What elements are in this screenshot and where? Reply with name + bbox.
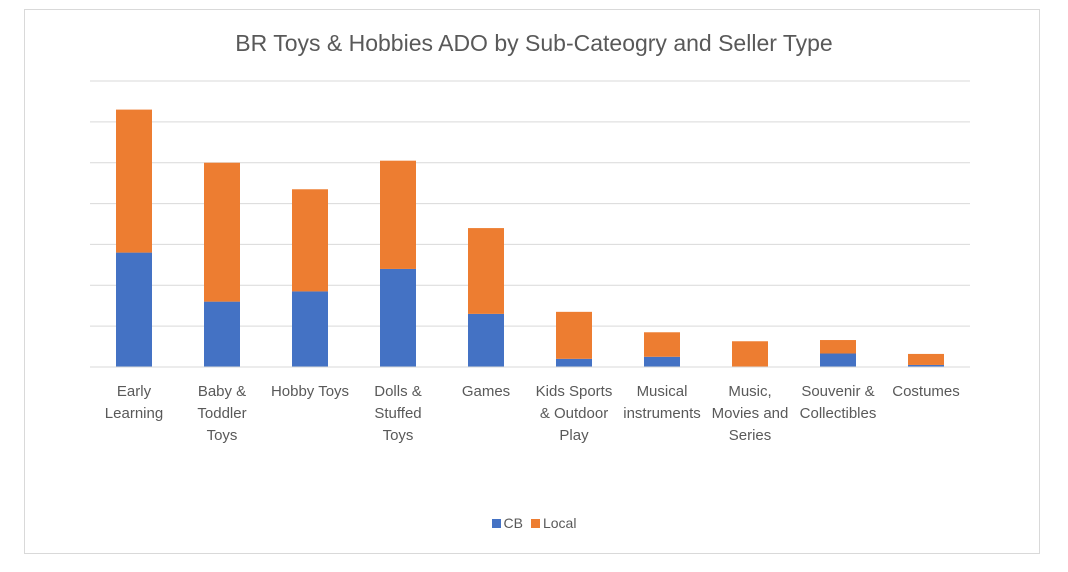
bar-local-7 <box>732 341 768 367</box>
x-tick-label: Kids Sports & Outdoor Play <box>535 383 613 444</box>
x-tick-label: Early Learning <box>104 383 164 422</box>
x-tick-label: Baby & Toddler Toys <box>197 383 247 444</box>
bar-cb-2 <box>292 291 328 367</box>
legend-item-local: Local <box>530 515 577 531</box>
bar-cb-8 <box>820 353 856 367</box>
x-tick-label: Games <box>461 383 511 400</box>
bar-local-6 <box>644 332 680 357</box>
x-tick-label: Music, Movies and Series <box>711 383 789 444</box>
legend-swatch <box>491 519 501 528</box>
bar-local-9 <box>908 353 944 365</box>
bar-cb-9 <box>908 364 944 367</box>
bars <box>116 109 944 367</box>
bar-local-0 <box>116 109 152 253</box>
bar-cb-3 <box>380 268 416 367</box>
chart-title: BR Toys & Hobbies ADO by Sub-Cateogry an… <box>235 30 833 56</box>
chart-area <box>24 9 1040 554</box>
bar-cb-5 <box>556 358 592 367</box>
legend-swatch <box>530 519 540 528</box>
bar-local-2 <box>292 189 328 292</box>
bar-local-5 <box>556 311 592 359</box>
x-tick-label: Souvenir & Collectibles <box>799 383 877 422</box>
x-tick-label: Costumes <box>892 383 960 400</box>
bar-local-3 <box>380 160 416 269</box>
bar-local-1 <box>204 162 240 302</box>
x-tick-label: Hobby Toys <box>270 383 350 400</box>
bar-local-8 <box>820 340 856 354</box>
legend: CB Local <box>0 515 1068 531</box>
bar-cb-1 <box>204 301 240 367</box>
bar-cb-6 <box>644 356 680 367</box>
bar-local-4 <box>468 228 504 314</box>
bar-cb-4 <box>468 313 504 367</box>
legend-item-cb: CB <box>491 515 523 531</box>
legend-label: CB <box>503 515 523 531</box>
x-tick-label: Dolls & Stuffed Toys <box>374 383 422 444</box>
legend-label: Local <box>542 515 577 531</box>
bar-cb-0 <box>116 252 152 367</box>
x-tick-label: Musical instruments <box>623 383 701 422</box>
